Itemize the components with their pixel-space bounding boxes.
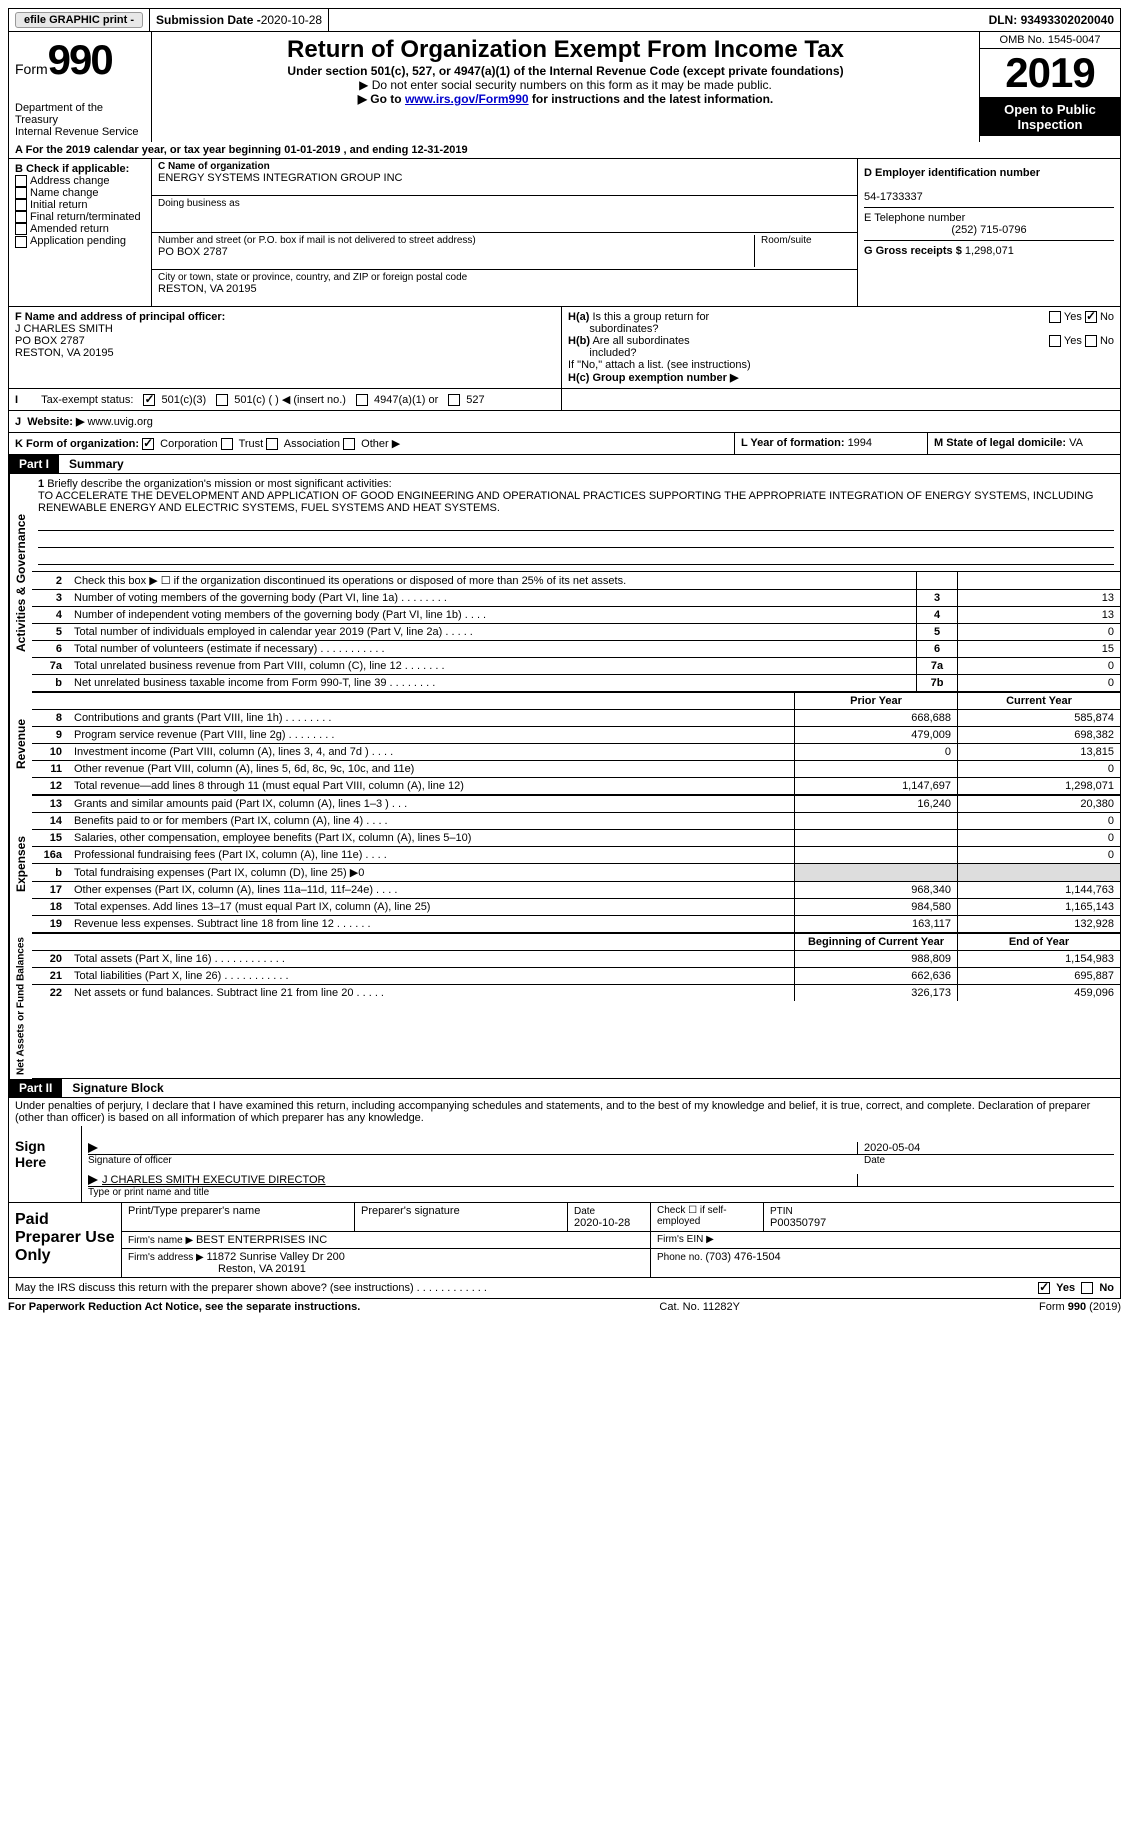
cb-hb-yes[interactable] [1049, 335, 1061, 347]
efile-print-button[interactable]: efile GRAPHIC print - [15, 12, 143, 28]
cb-application-pending[interactable] [15, 236, 27, 248]
cb-527[interactable] [448, 394, 460, 406]
city-state-zip: RESTON, VA 20195 [158, 283, 851, 295]
arrow-icon [88, 1175, 98, 1185]
box-d-e-g: D Employer identification number 54-1733… [857, 159, 1120, 306]
cb-trust[interactable] [221, 438, 233, 450]
cb-final-return[interactable] [15, 211, 27, 223]
hb-note: If "No," attach a list. (see instruction… [568, 359, 1114, 371]
open-to-public: Open to Public Inspection [980, 98, 1120, 136]
form-number: 990 [48, 36, 112, 83]
cb-address-change[interactable] [15, 175, 27, 187]
penalty-statement: Under penalties of perjury, I declare th… [8, 1098, 1121, 1126]
year-formation: 1994 [848, 437, 872, 449]
ptin: P00350797 [770, 1217, 826, 1229]
cb-501c[interactable] [216, 394, 228, 406]
street-address: PO BOX 2787 [158, 246, 748, 258]
cb-ha-yes[interactable] [1049, 311, 1061, 323]
website[interactable]: www.uvig.org [87, 416, 152, 428]
identity-grid: B Check if applicable: Address change Na… [8, 159, 1121, 307]
discuss-question: May the IRS discuss this return with the… [15, 1282, 487, 1294]
cb-amended-return[interactable] [15, 223, 27, 235]
expenses-table: 13Grants and similar amounts paid (Part … [32, 795, 1120, 932]
vtab-revenue: Revenue [9, 692, 32, 795]
form-label: Form [15, 61, 48, 77]
cb-ha-no[interactable] [1085, 311, 1097, 323]
form-header: Form990 Department of the Treasury Inter… [8, 32, 1121, 142]
signature-block: Sign Here 2020-05-04 Signature of office… [8, 1126, 1121, 1203]
omb-number: OMB No. 1545-0047 [980, 32, 1120, 49]
firm-name: BEST ENTERPRISES INC [196, 1234, 327, 1246]
state-domicile: VA [1069, 437, 1083, 449]
officer-name: J CHARLES SMITH [15, 323, 113, 335]
note-no-ssn: ▶ Do not enter social security numbers o… [158, 78, 973, 92]
form-subtitle: Under section 501(c), 527, or 4947(a)(1)… [158, 64, 973, 78]
cb-hb-no[interactable] [1085, 335, 1097, 347]
vtab-expenses: Expenses [9, 795, 32, 933]
firm-address: 11872 Sunrise Valley Dr 200 [207, 1251, 345, 1263]
revenue-table: Prior YearCurrent Year8Contributions and… [32, 692, 1120, 794]
irs-link[interactable]: www.irs.gov/Form990 [405, 92, 529, 106]
box-b: B Check if applicable: Address change Na… [9, 159, 152, 306]
firm-phone: (703) 476-1504 [705, 1251, 780, 1263]
mission-text: TO ACCELERATE THE DEVELOPMENT AND APPLIC… [38, 490, 1093, 514]
cb-initial-return[interactable] [15, 199, 27, 211]
form-title: Return of Organization Exempt From Incom… [158, 36, 973, 64]
vtab-activities: Activities & Governance [9, 474, 32, 692]
vtab-net-assets: Net Assets or Fund Balances [9, 933, 32, 1079]
line-a-tax-year: A For the 2019 calendar year, or tax yea… [8, 142, 1121, 159]
gross-receipts: 1,298,071 [965, 245, 1014, 257]
cb-other[interactable] [343, 438, 355, 450]
ag-table: 2Check this box ▶ ☐ if the organization … [32, 571, 1120, 691]
net-assets-table: Beginning of Current YearEnd of Year20To… [32, 933, 1120, 1001]
telephone: (252) 715-0796 [864, 224, 1114, 236]
part-2-header: Part II Signature Block [8, 1079, 1121, 1098]
arrow-icon [88, 1143, 98, 1153]
cb-501c3[interactable] [143, 394, 155, 406]
dln: DLN: 93493302020040 [989, 13, 1114, 27]
cb-corp[interactable] [142, 438, 154, 450]
box-c: C Name of organization ENERGY SYSTEMS IN… [152, 159, 857, 306]
org-name: ENERGY SYSTEMS INTEGRATION GROUP INC [158, 172, 851, 184]
department: Department of the Treasury Internal Reve… [15, 102, 145, 138]
ein: 54-1733337 [864, 191, 923, 203]
cb-4947[interactable] [356, 394, 368, 406]
sign-date: 2020-05-04 [857, 1142, 1114, 1154]
cb-discuss-yes[interactable] [1038, 1282, 1050, 1294]
row-klm: K Form of organization: Corporation Trus… [8, 433, 1121, 455]
tax-year: 2019 [980, 49, 1120, 98]
cb-assoc[interactable] [266, 438, 278, 450]
page-footer: For Paperwork Reduction Act Notice, see … [8, 1299, 1121, 1315]
part-1-header: Part I Summary [8, 455, 1121, 474]
top-bar: efile GRAPHIC print - Submission Date - … [8, 8, 1121, 32]
row-f-h: F Name and address of principal officer:… [8, 307, 1121, 389]
paid-preparer-block: Paid Preparer Use Only Print/Type prepar… [8, 1203, 1121, 1278]
prep-date: 2020-10-28 [574, 1217, 630, 1229]
cb-name-change[interactable] [15, 187, 27, 199]
hc-label: H(c) Group exemption number ▶ [568, 372, 738, 384]
submission-date: Submission Date - 2020-10-28 [150, 9, 329, 31]
cb-discuss-no[interactable] [1081, 1282, 1093, 1294]
officer-name-title: J CHARLES SMITH EXECUTIVE DIRECTOR [102, 1174, 326, 1186]
